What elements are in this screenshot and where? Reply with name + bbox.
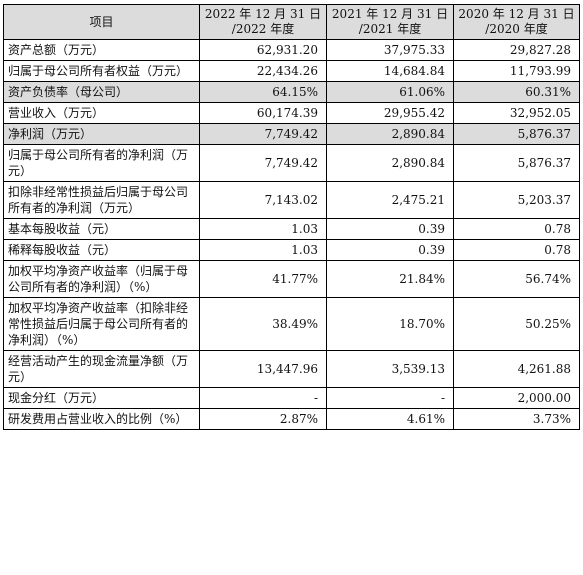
value-2020: 5,203.37 bbox=[453, 181, 580, 219]
row-label: 研发费用占营业收入的比例（%） bbox=[3, 408, 200, 430]
row-label: 现金分红（万元） bbox=[3, 387, 200, 409]
value-2022: - bbox=[199, 387, 327, 409]
value-2021: 2,890.84 bbox=[326, 123, 454, 145]
financial-data-table: 项目 2022 年 12 月 31 日/2022 年度 2021 年 12 月 … bbox=[3, 4, 580, 430]
value-2022: 60,174.39 bbox=[199, 102, 327, 124]
value-2020: 11,793.99 bbox=[453, 60, 580, 82]
value-2022: 64.15% bbox=[199, 81, 327, 103]
table-row: 资产总额（万元） 62,931.20 37,975.33 29,827.28 bbox=[3, 39, 580, 61]
table-row: 加权平均净资产收益率（归属于母公司所有者的净利润）（%） 41.77% 21.84%… bbox=[3, 260, 580, 298]
table-row: 稀释每股收益（元） 1.03 0.39 0.78 bbox=[3, 239, 580, 261]
value-2021: 14,684.84 bbox=[326, 60, 454, 82]
value-2022: 7,749.42 bbox=[199, 144, 327, 182]
row-label: 加权平均净资产收益率（归属于母公司所有者的净利润）（%） bbox=[3, 260, 200, 298]
row-label: 净利润（万元） bbox=[3, 123, 200, 145]
value-2021: 21.84% bbox=[326, 260, 454, 298]
value-2021: 37,975.33 bbox=[326, 39, 454, 61]
value-2021: 61.06% bbox=[326, 81, 454, 103]
value-2020: 0.78 bbox=[453, 239, 580, 261]
value-2022: 13,447.96 bbox=[199, 350, 327, 388]
table-row: 扣除非经常性损益后归属于母公司所有者的净利润（万元） 7,143.02 2,475.… bbox=[3, 181, 580, 219]
value-2022: 2.87% bbox=[199, 408, 327, 430]
row-label: 稀释每股收益（元） bbox=[3, 239, 200, 261]
value-2022: 1.03 bbox=[199, 218, 327, 240]
table-body: 资产总额（万元） 62,931.20 37,975.33 29,827.28 归属于母公… bbox=[3, 39, 580, 430]
table-row: 归属于母公司所有者权益（万元） 22,434.26 14,684.84 11,793.… bbox=[3, 60, 580, 82]
value-2020: 5,876.37 bbox=[453, 123, 580, 145]
table-row: 净利润（万元） 7,749.42 2,890.84 5,876.37 bbox=[3, 123, 580, 145]
header-2022: 2022 年 12 月 31 日/2022 年度 bbox=[199, 4, 327, 40]
value-2021: - bbox=[326, 387, 454, 409]
row-label: 基本每股收益（元） bbox=[3, 218, 200, 240]
table-row: 基本每股收益（元） 1.03 0.39 0.78 bbox=[3, 218, 580, 240]
row-label: 资产总额（万元） bbox=[3, 39, 200, 61]
table-row: 现金分红（万元） - -2,000.00 bbox=[3, 387, 580, 409]
row-label: 扣除非经常性损益后归属于母公司所有者的净利润（万元） bbox=[3, 181, 200, 219]
row-label: 归属于母公司所有者权益（万元） bbox=[3, 60, 200, 82]
value-2020: 60.31% bbox=[453, 81, 580, 103]
value-2022: 62,931.20 bbox=[199, 39, 327, 61]
header-2020: 2020 年 12 月 31 日/2020 年度 bbox=[453, 4, 580, 40]
row-label: 经营活动产生的现金流量净额（万元） bbox=[3, 350, 200, 388]
table-row: 归属于母公司所有者的净利润（万元） 7,749.42 2,890.84 5,876.3… bbox=[3, 144, 580, 182]
value-2020: 50.25% bbox=[453, 297, 580, 351]
table-row: 营业收入（万元） 60,174.39 29,955.42 32,952.05 bbox=[3, 102, 580, 124]
table-header-row: 项目 2022 年 12 月 31 日/2022 年度 2021 年 12 月 … bbox=[3, 4, 580, 40]
value-2020: 3.73% bbox=[453, 408, 580, 430]
header-item: 项目 bbox=[3, 4, 200, 40]
table-row: 经营活动产生的现金流量净额（万元） 13,447.96 3,539.13 4,261.… bbox=[3, 350, 580, 388]
value-2022: 38.49% bbox=[199, 297, 327, 351]
value-2020: 32,952.05 bbox=[453, 102, 580, 124]
value-2020: 2,000.00 bbox=[453, 387, 580, 409]
value-2022: 1.03 bbox=[199, 239, 327, 261]
value-2021: 2,475.21 bbox=[326, 181, 454, 219]
value-2022: 41.77% bbox=[199, 260, 327, 298]
row-label: 归属于母公司所有者的净利润（万元） bbox=[3, 144, 200, 182]
value-2021: 2,890.84 bbox=[326, 144, 454, 182]
value-2021: 0.39 bbox=[326, 239, 454, 261]
value-2020: 0.78 bbox=[453, 218, 580, 240]
row-label: 资产负债率（母公司） bbox=[3, 81, 200, 103]
table-row: 加权平均净资产收益率（扣除非经常性损益后归属于母公司所有者的净利润）（%） 38.… bbox=[3, 297, 580, 351]
row-label: 加权平均净资产收益率（扣除非经常性损益后归属于母公司所有者的净利润）（%） bbox=[3, 297, 200, 351]
table-row: 研发费用占营业收入的比例（%） 2.87% 4.61% 3.73% bbox=[3, 408, 580, 430]
value-2022: 22,434.26 bbox=[199, 60, 327, 82]
value-2022: 7,749.42 bbox=[199, 123, 327, 145]
value-2021: 4.61% bbox=[326, 408, 454, 430]
value-2020: 4,261.88 bbox=[453, 350, 580, 388]
value-2020: 56.74% bbox=[453, 260, 580, 298]
value-2020: 5,876.37 bbox=[453, 144, 580, 182]
value-2021: 0.39 bbox=[326, 218, 454, 240]
value-2022: 7,143.02 bbox=[199, 181, 327, 219]
header-2021: 2021 年 12 月 31 日/2021 年度 bbox=[326, 4, 454, 40]
value-2020: 29,827.28 bbox=[453, 39, 580, 61]
row-label: 营业收入（万元） bbox=[3, 102, 200, 124]
value-2021: 3,539.13 bbox=[326, 350, 454, 388]
value-2021: 18.70% bbox=[326, 297, 454, 351]
table-row: 资产负债率（母公司） 64.15% 61.06% 60.31% bbox=[3, 81, 580, 103]
value-2021: 29,955.42 bbox=[326, 102, 454, 124]
